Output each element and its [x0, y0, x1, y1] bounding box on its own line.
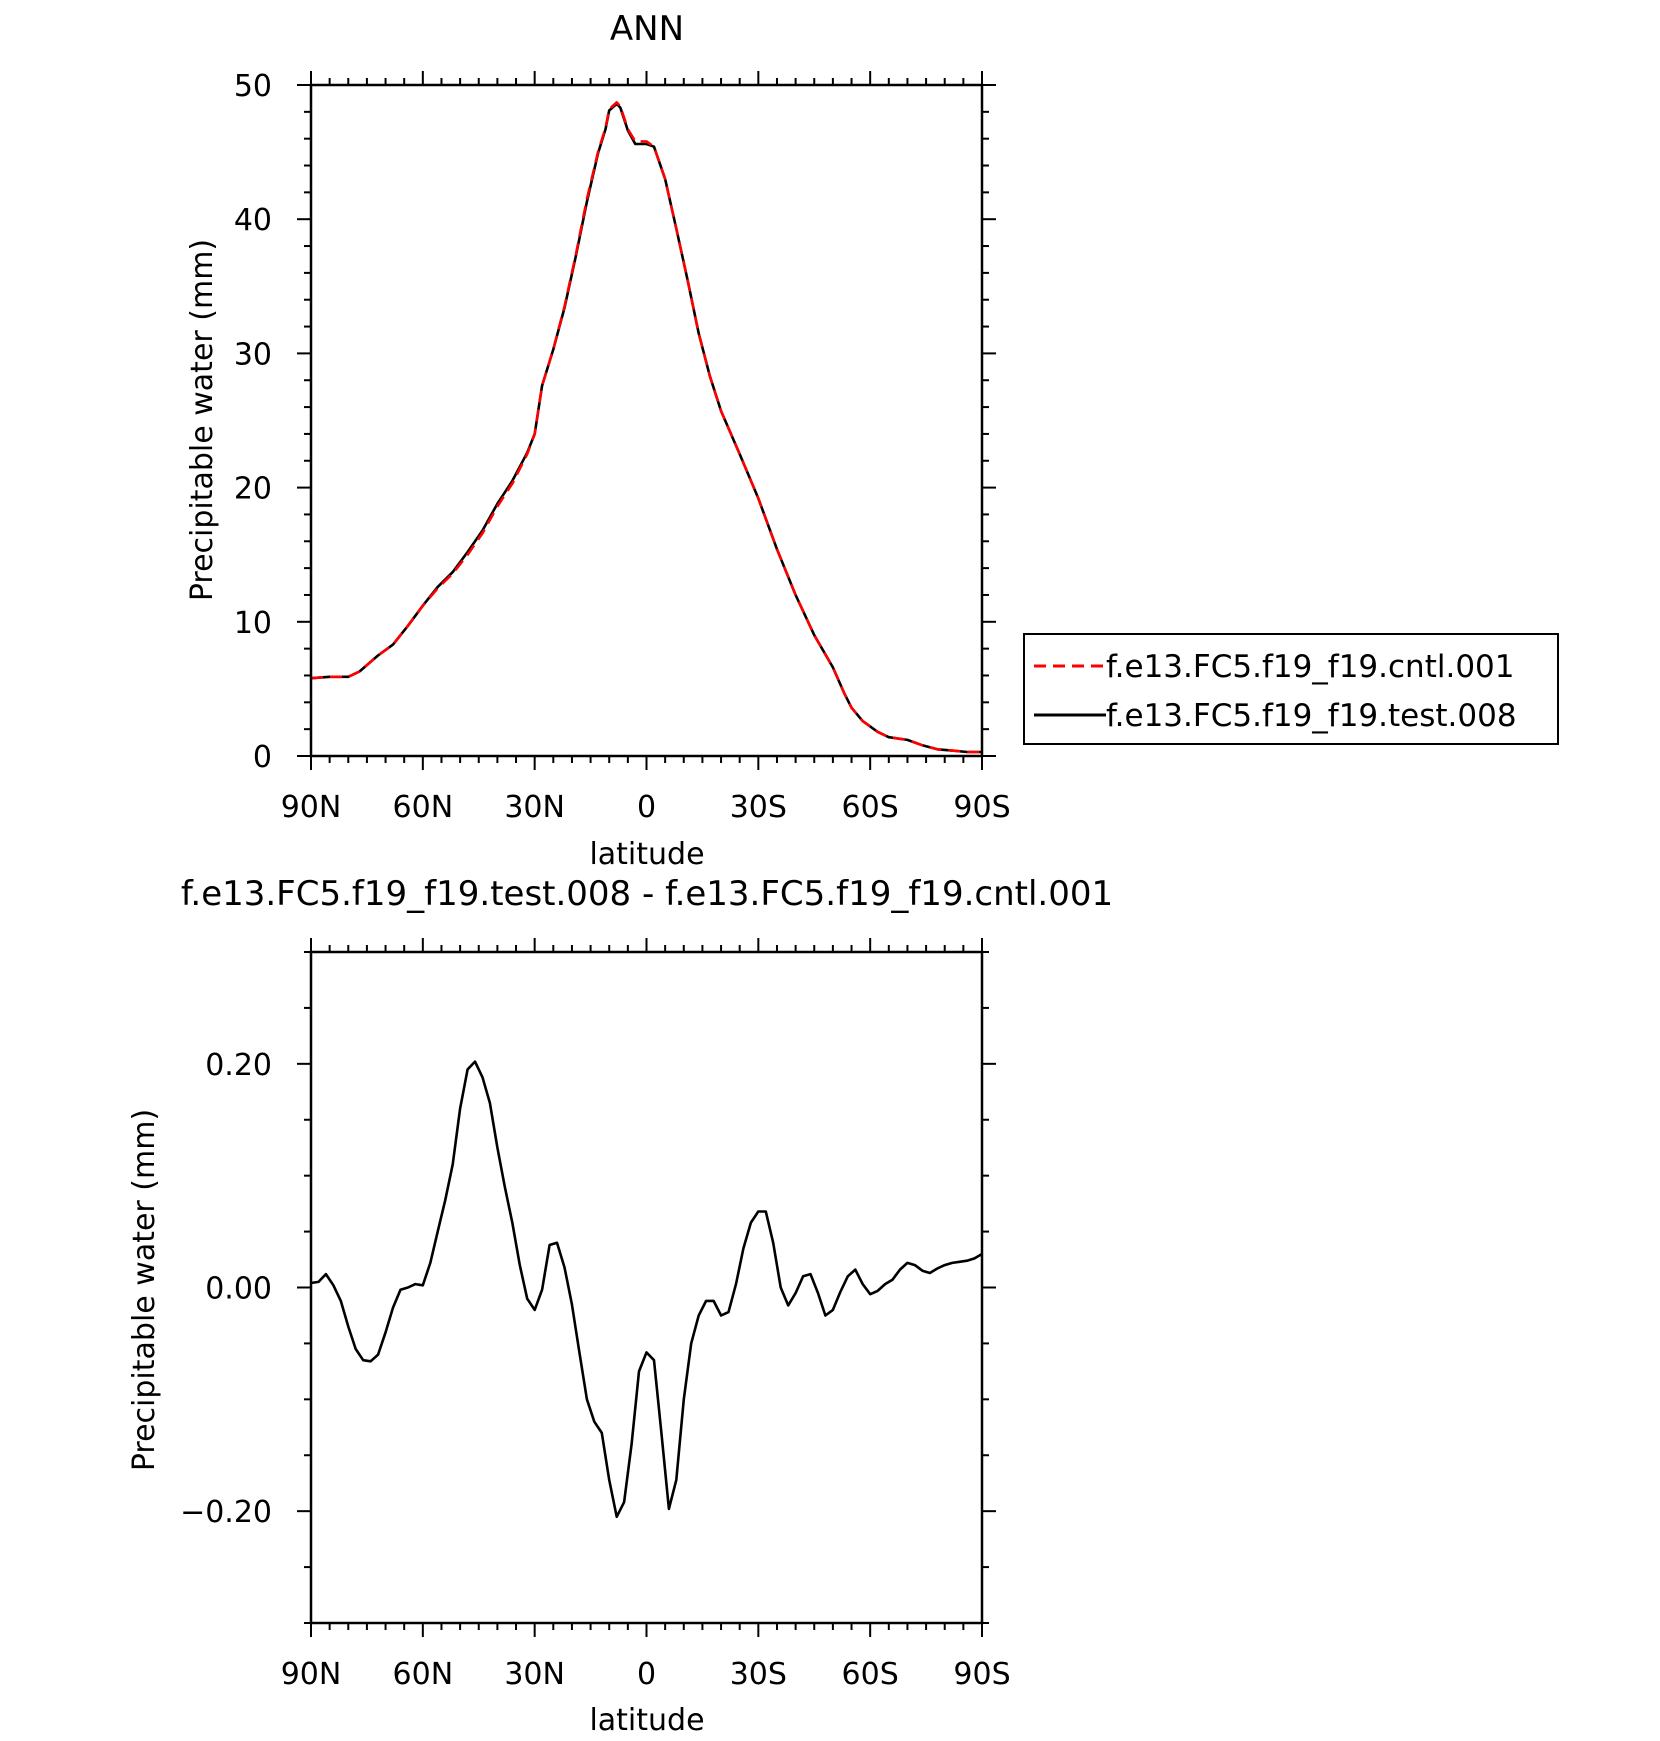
series-lines: [310, 1060, 983, 1519]
x-tick-label: 0: [637, 1657, 656, 1692]
y-tick-label: −0.20: [180, 1495, 272, 1530]
y-tick-labels: −0.20 0.00 0.20: [180, 1048, 272, 1530]
axis-ticks: [297, 938, 996, 1637]
legend-entry-test: f.e13.FC5.f19_f19.test.008: [1106, 698, 1517, 734]
y-tick-label: 30: [234, 337, 272, 372]
chart-title: f.e13.FC5.f19_f19.test.008 - f.e13.FC5.f…: [181, 874, 1113, 914]
x-tick-label: 30S: [730, 1657, 787, 1692]
x-tick-labels: 90N 60N 30N 0 30S 60S 90S: [281, 1657, 1011, 1692]
y-tick-label: 10: [234, 606, 272, 641]
legend: f.e13.FC5.f19_f19.cntl.001 f.e13.FC5.f19…: [1023, 633, 1559, 745]
x-tick-label: 60S: [842, 1657, 899, 1692]
x-tick-label: 60S: [842, 790, 899, 825]
y-tick-label: 0: [253, 740, 272, 775]
x-tick-label: 90N: [281, 1657, 342, 1692]
series-lines: [310, 101, 982, 754]
y-axis-label: Precipitable water (mm): [127, 1109, 162, 1471]
x-axis-label: latitude: [589, 837, 704, 872]
zonal-mean-chart: ANN 0 10 20 30 40 50 90N 60N 30N 0 30S 60S 90S lati…: [185, 9, 1559, 872]
x-tick-label: 90S: [953, 790, 1010, 825]
y-tick-label: 0.20: [205, 1048, 272, 1083]
chart-title: ANN: [610, 9, 684, 49]
x-tick-label: 30N: [504, 790, 565, 825]
plot-frame: [309, 83, 984, 758]
y-tick-label: 40: [234, 203, 272, 238]
x-tick-labels: 90N 60N 30N 0 30S 60S 90S: [281, 790, 1011, 825]
axis-ticks: [297, 71, 996, 770]
y-tick-label: 20: [234, 472, 272, 507]
y-axis-label: Precipitable water (mm): [185, 239, 220, 601]
y-tick-label: 0.00: [205, 1272, 272, 1307]
x-tick-label: 60N: [393, 790, 454, 825]
x-tick-label: 60N: [393, 1657, 454, 1692]
x-tick-label: 30S: [730, 790, 787, 825]
x-tick-label: 90N: [281, 790, 342, 825]
y-tick-labels: 0 10 20 30 40 50: [234, 69, 272, 775]
legend-entry-cntl: f.e13.FC5.f19_f19.cntl.001: [1106, 649, 1515, 685]
y-tick-label: 50: [234, 69, 272, 104]
x-axis-label: latitude: [589, 1703, 704, 1738]
x-tick-label: 30N: [504, 1657, 565, 1692]
legend-box: [1023, 633, 1559, 745]
plot-area: [297, 71, 996, 770]
x-tick-label: 90S: [953, 1657, 1010, 1692]
x-tick-label: 0: [637, 790, 656, 825]
difference-chart: f.e13.FC5.f19_f19.test.008 - f.e13.FC5.f…: [127, 874, 1113, 1738]
plot-area: [297, 938, 996, 1637]
difference-line: [310, 1060, 983, 1519]
series-line-cntl: [310, 101, 982, 754]
series-line-test: [310, 102, 982, 754]
